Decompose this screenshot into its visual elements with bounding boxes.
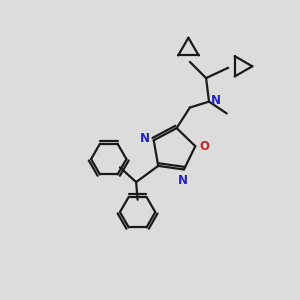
Text: N: N: [211, 94, 221, 107]
Text: O: O: [200, 140, 210, 153]
Text: N: N: [178, 174, 188, 187]
Text: N: N: [140, 132, 150, 145]
